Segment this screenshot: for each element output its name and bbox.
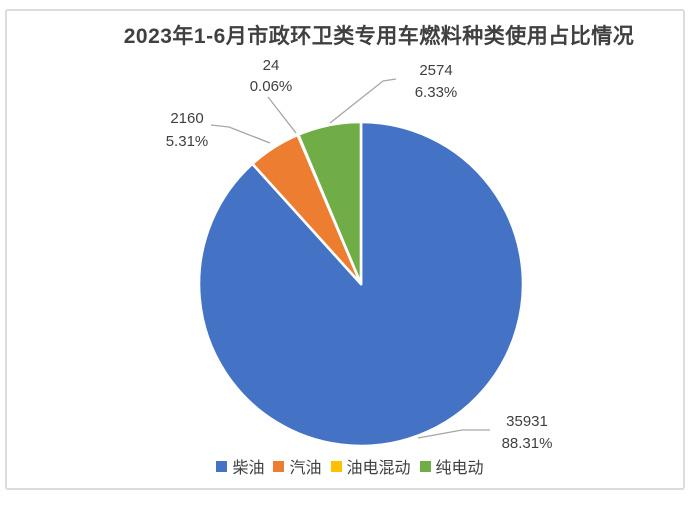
data-label-electric-percent: 6.33% bbox=[415, 84, 458, 101]
legend-swatch-gasoline-icon bbox=[273, 460, 285, 472]
legend-label-diesel: 柴油 bbox=[232, 460, 265, 477]
data-label-gasoline: 2160 5.31% bbox=[166, 110, 209, 150]
chart-title: 2023年1-6月市政环卫类专用车燃料种类使用占比情况 bbox=[123, 25, 635, 48]
data-label-gasoline-percent: 5.31% bbox=[166, 133, 209, 150]
legend-label-gasoline: 汽油 bbox=[289, 460, 322, 477]
data-label-hybrid-percent: 0.06% bbox=[250, 78, 293, 95]
leader-lines bbox=[210, 78, 490, 439]
legend-item-diesel: 柴油 bbox=[216, 454, 264, 478]
legend-swatch-electric-icon bbox=[419, 460, 431, 472]
leader-line-hybrid bbox=[267, 96, 297, 134]
data-label-gasoline-value: 2160 bbox=[170, 110, 203, 127]
data-label-hybrid-value: 24 bbox=[263, 57, 280, 74]
data-label-electric: 2574 6.33% bbox=[415, 62, 458, 101]
data-label-diesel-value: 35931 bbox=[506, 413, 548, 430]
chart-legend: 柴油 汽油 油电混动 纯电动 bbox=[0, 454, 700, 478]
legend-item-hybrid: 油电混动 bbox=[330, 454, 411, 478]
data-labels: 35931 88.31% 2160 5.31% 24 0.06% 2574 6.… bbox=[166, 57, 553, 452]
data-label-hybrid: 24 0.06% bbox=[250, 57, 293, 95]
legend-item-gasoline: 汽油 bbox=[273, 454, 322, 478]
pie-slices bbox=[197, 120, 525, 448]
leader-line-diesel bbox=[417, 429, 490, 439]
legend-item-electric: 纯电动 bbox=[419, 454, 484, 478]
legend-swatch-diesel-icon bbox=[216, 460, 228, 472]
leader-line-electric bbox=[329, 78, 397, 124]
pie-slice-electric bbox=[297, 120, 363, 286]
data-label-diesel-percent: 88.31% bbox=[502, 435, 553, 452]
legend-label-electric: 纯电动 bbox=[435, 460, 484, 477]
legend-label-hybrid: 油电混动 bbox=[346, 460, 411, 477]
data-label-electric-value: 2574 bbox=[419, 62, 452, 79]
legend-swatch-hybrid-icon bbox=[330, 460, 342, 472]
leader-line-gasoline bbox=[210, 124, 271, 144]
data-label-diesel: 35931 88.31% bbox=[502, 413, 553, 452]
